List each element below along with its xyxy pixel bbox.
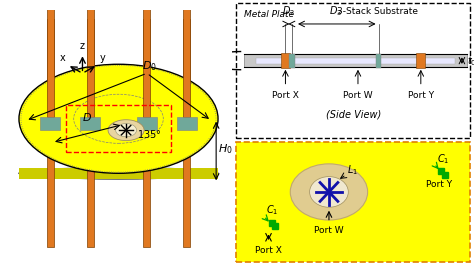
Bar <box>177 117 197 130</box>
Text: Port Y: Port Y <box>426 180 452 189</box>
Ellipse shape <box>19 168 218 179</box>
Text: Port W: Port W <box>314 226 344 235</box>
Bar <box>143 5 151 117</box>
Bar <box>137 117 157 130</box>
Text: Port X: Port X <box>272 91 299 100</box>
Bar <box>417 53 425 68</box>
Bar <box>281 53 290 68</box>
Bar <box>46 19 54 247</box>
Bar <box>245 55 467 67</box>
Text: $D$: $D$ <box>82 111 92 123</box>
Bar <box>375 53 382 68</box>
Text: $D_3$: $D_3$ <box>329 4 342 18</box>
Text: $C_1$: $C_1$ <box>266 204 279 217</box>
Text: Port W: Port W <box>343 91 373 100</box>
Text: 3-Stack Substrate: 3-Stack Substrate <box>337 7 418 16</box>
Bar <box>183 5 190 117</box>
Bar <box>19 168 218 179</box>
Text: Port Y: Port Y <box>408 91 434 100</box>
Bar <box>80 117 100 130</box>
Bar <box>289 53 295 68</box>
Text: $D_2$: $D_2$ <box>283 4 295 18</box>
Text: z: z <box>80 41 85 52</box>
Bar <box>256 57 455 64</box>
Text: $H_0$: $H_0$ <box>218 142 233 156</box>
Bar <box>143 19 151 247</box>
Text: $135°$: $135°$ <box>137 128 162 140</box>
Bar <box>86 5 93 117</box>
Text: y: y <box>100 53 105 63</box>
Bar <box>66 105 171 152</box>
Text: (Side View): (Side View) <box>326 109 381 119</box>
Ellipse shape <box>108 120 144 141</box>
Text: $L_1$: $L_1$ <box>347 164 358 177</box>
Text: Metal Plate: Metal Plate <box>245 10 294 19</box>
Bar <box>86 19 93 247</box>
Text: $C_1$: $C_1$ <box>437 153 449 166</box>
Ellipse shape <box>310 177 348 207</box>
Text: $t_0$: $t_0$ <box>467 54 474 68</box>
Ellipse shape <box>290 164 368 220</box>
Text: x: x <box>60 53 65 63</box>
Bar <box>46 5 54 117</box>
Ellipse shape <box>116 123 137 137</box>
Text: $D_0$: $D_0$ <box>142 60 157 73</box>
Bar <box>40 117 60 130</box>
Bar <box>183 19 190 247</box>
Ellipse shape <box>19 64 218 173</box>
Text: Port X: Port X <box>255 246 282 255</box>
